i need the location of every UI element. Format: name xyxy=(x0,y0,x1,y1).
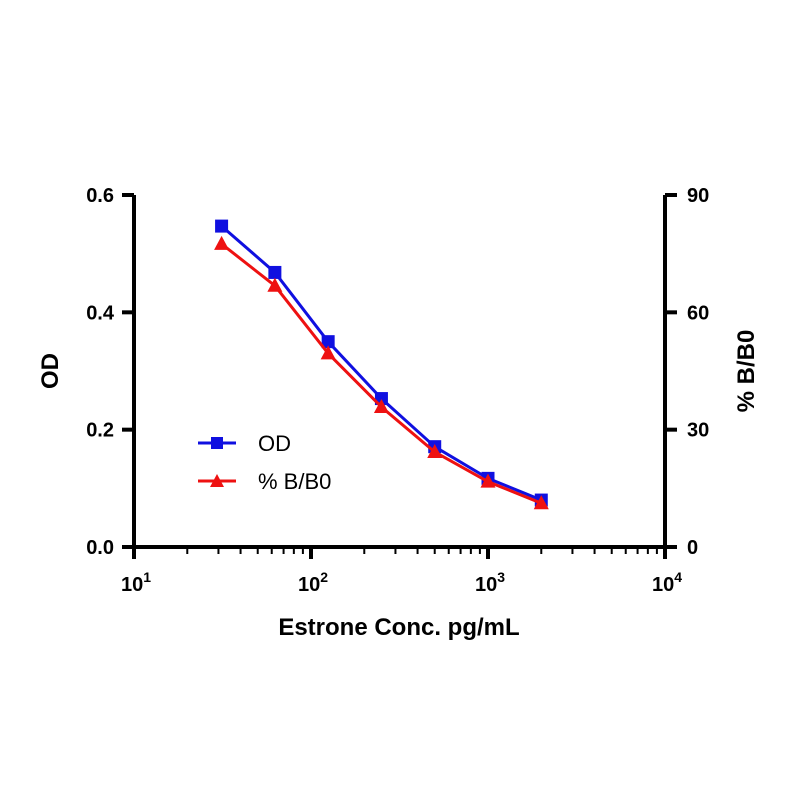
data-point-bb0 xyxy=(320,345,336,360)
legend-bb0-marker xyxy=(210,474,224,487)
data-point-od xyxy=(268,265,282,279)
x-tick-label: 103 xyxy=(475,569,505,596)
x-tick-label: 104 xyxy=(652,569,682,596)
x-axis-title: Estrone Conc. pg/mL xyxy=(278,614,519,641)
data-point-bb0 xyxy=(373,398,389,413)
legend-bb0-label: % B/B0 xyxy=(258,469,331,494)
y2-tick-label: 90 xyxy=(687,185,709,207)
y2-axis-title: % B/B0 xyxy=(733,330,760,413)
x-tick-label: 101 xyxy=(121,569,151,596)
data-point-bb0 xyxy=(214,235,230,250)
y-axis-title: OD xyxy=(37,353,64,389)
series-bb0-line xyxy=(220,242,542,505)
data-point-od xyxy=(215,219,229,233)
legend: OD % B/B0 xyxy=(198,431,331,494)
y2-tick-label: 0 xyxy=(687,537,698,559)
y-tick-label: 0.6 xyxy=(86,185,114,207)
data-point-bb0 xyxy=(427,443,443,458)
data-point-bb0 xyxy=(533,495,549,510)
data-point-od xyxy=(321,335,335,349)
y2-tick-label: 30 xyxy=(687,420,709,442)
series-layer xyxy=(214,219,549,510)
data-point-bb0 xyxy=(480,473,496,488)
y-tick-label: 0.2 xyxy=(86,420,114,442)
x-tick-label: 102 xyxy=(298,569,328,596)
ticks-layer: 101 102 103 104 0.0 0.2 0.4 0.6 0 30 60 90 xyxy=(86,185,709,596)
y-tick-label: 0.0 xyxy=(86,537,114,559)
y-tick-label: 0.4 xyxy=(86,302,115,324)
legend-od-label: OD xyxy=(258,431,291,456)
y2-tick-label: 60 xyxy=(687,302,709,324)
data-point-bb0 xyxy=(267,277,283,292)
legend-od-marker xyxy=(211,437,223,449)
